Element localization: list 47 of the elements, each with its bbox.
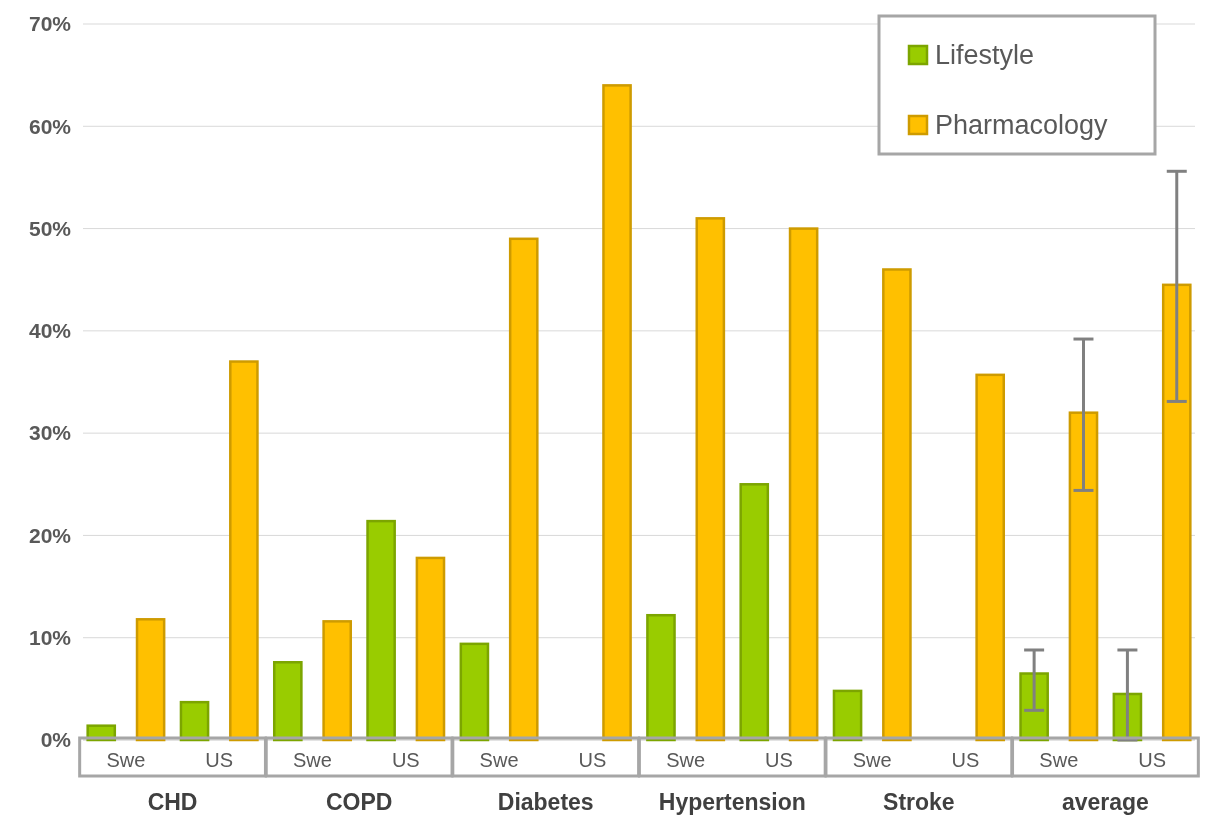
text: average (1061, 789, 1149, 815)
bar (695, 217, 726, 742)
bar (1161, 283, 1192, 742)
x-tick-label: Swe (293, 749, 332, 771)
x-tick-label: Swe (1039, 749, 1079, 771)
text: Stroke (883, 789, 955, 815)
x-tick-label: US (951, 749, 980, 771)
y-tick-label: 10% (28, 626, 72, 650)
text: Diabetes (497, 789, 594, 815)
y-tick-label: 30% (28, 421, 72, 445)
bar (882, 268, 912, 742)
bar (739, 483, 770, 742)
bar (832, 689, 863, 742)
legend-label: Pharmacology (935, 110, 1109, 141)
bar (602, 84, 632, 742)
y-tick-label: 60% (28, 114, 72, 138)
bar (179, 700, 210, 742)
bar (272, 661, 303, 742)
x-tick-label: US (1138, 749, 1166, 771)
legend-label: Lifestyle (935, 40, 1035, 71)
x-tick-label: US (578, 749, 607, 771)
x-tick-label: US (205, 749, 234, 771)
y-tick-label: 0% (40, 728, 72, 752)
bar (788, 227, 819, 742)
x-tick-label: Swe (106, 749, 146, 771)
text: Hypertension (658, 789, 806, 815)
x-tick-label: Swe (666, 749, 706, 771)
bar (508, 237, 539, 742)
y-tick-label: 40% (28, 319, 72, 343)
x-tick-label: US (765, 749, 793, 771)
bar (1068, 411, 1099, 742)
text: COPD (325, 789, 393, 815)
bar (322, 620, 352, 742)
x-tick-label: Swe (479, 749, 519, 771)
text: CHD (147, 789, 198, 815)
bar (229, 360, 259, 742)
x-tick-label: Swe (852, 749, 892, 771)
bar (975, 373, 1006, 742)
bar (459, 642, 490, 742)
bar (415, 556, 446, 742)
x-tick-label: US (391, 749, 420, 771)
bar (135, 618, 166, 742)
y-tick-label: 20% (28, 523, 72, 547)
y-tick-label: 50% (28, 216, 72, 240)
bar (646, 613, 676, 742)
bar (366, 519, 396, 742)
y-tick-label: 70% (28, 12, 72, 36)
